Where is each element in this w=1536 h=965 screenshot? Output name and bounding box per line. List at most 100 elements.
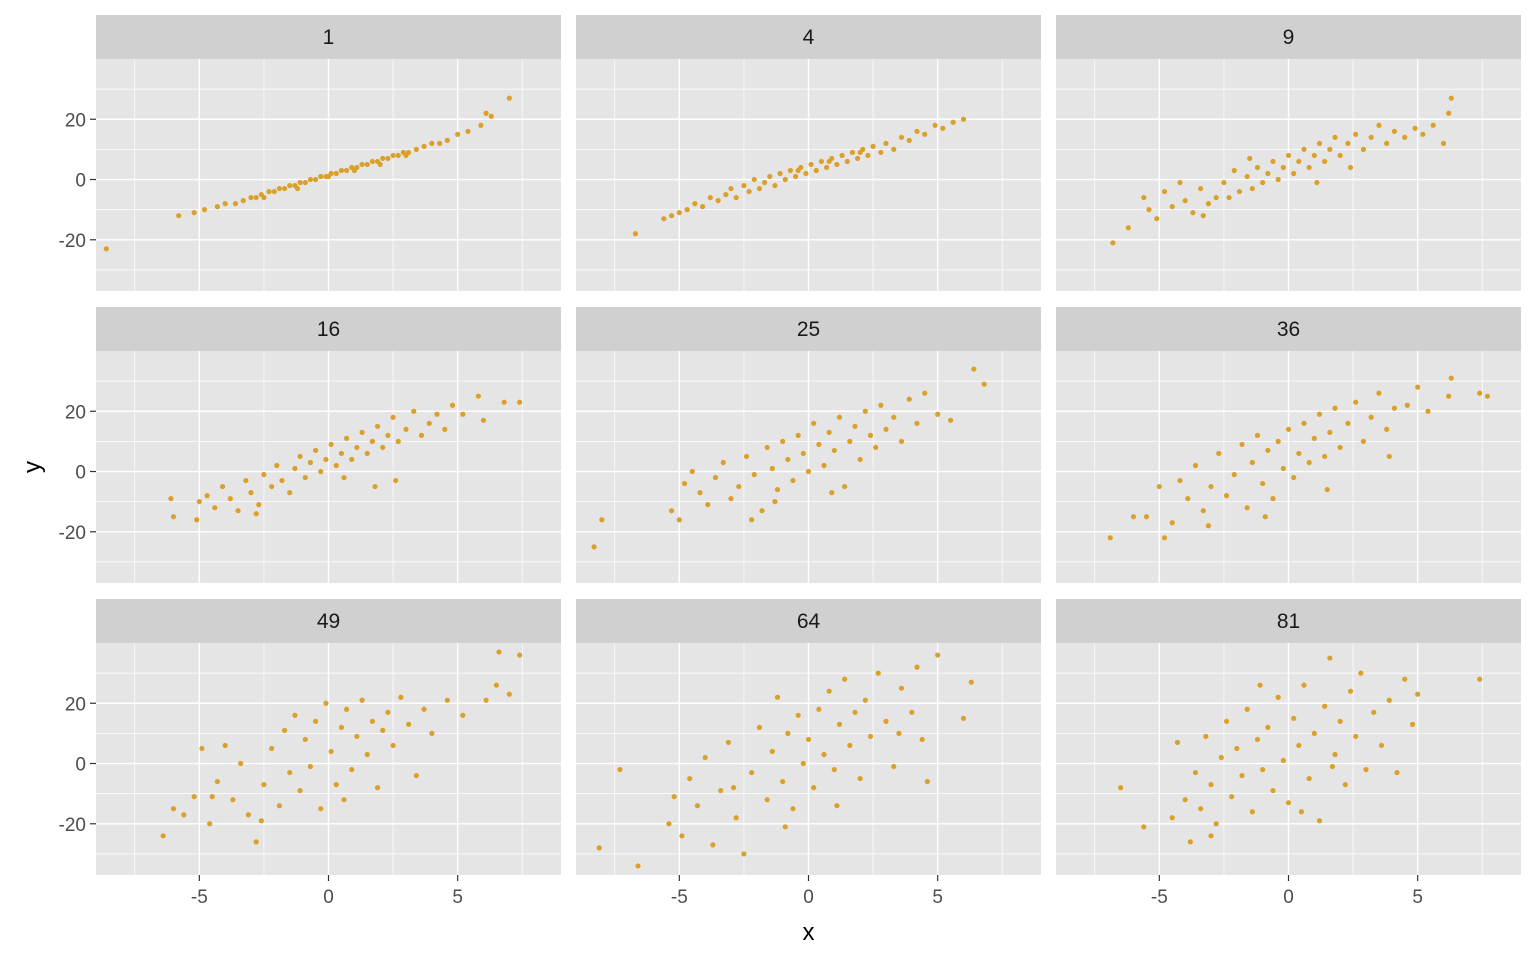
data-point bbox=[1249, 459, 1255, 466]
y-tick-label: 0 bbox=[75, 171, 86, 192]
data-point bbox=[707, 194, 713, 201]
data-point bbox=[1327, 655, 1333, 661]
data-point bbox=[403, 426, 409, 432]
data-point bbox=[1156, 483, 1162, 490]
data-point bbox=[751, 471, 757, 478]
data-point bbox=[741, 182, 747, 189]
data-point bbox=[852, 709, 858, 715]
data-point bbox=[867, 432, 874, 438]
data-point bbox=[212, 505, 218, 511]
data-point bbox=[826, 158, 832, 165]
data-point bbox=[821, 751, 827, 758]
facet-panel: 16 -20 0 20 bbox=[59, 307, 561, 583]
data-point bbox=[1311, 152, 1317, 159]
data-point bbox=[1169, 815, 1175, 821]
data-point bbox=[475, 393, 481, 399]
data-point bbox=[842, 483, 848, 490]
data-point bbox=[1291, 715, 1297, 721]
data-point bbox=[883, 140, 889, 146]
data-point bbox=[1332, 751, 1338, 758]
data-point bbox=[805, 736, 812, 743]
data-point bbox=[455, 131, 461, 137]
data-point bbox=[697, 490, 703, 496]
data-point bbox=[328, 441, 334, 448]
data-point bbox=[898, 438, 905, 444]
data-point bbox=[1415, 691, 1421, 697]
data-point bbox=[1316, 411, 1323, 417]
facet-strip bbox=[576, 599, 1041, 643]
data-point bbox=[302, 474, 308, 481]
data-point bbox=[209, 794, 215, 800]
data-point bbox=[253, 194, 259, 201]
data-point bbox=[323, 700, 329, 706]
data-point bbox=[1285, 426, 1292, 432]
data-point bbox=[449, 402, 456, 408]
data-point bbox=[1254, 736, 1261, 743]
y-tick-label: 0 bbox=[75, 755, 86, 776]
data-point bbox=[702, 754, 708, 761]
y-tick-label: -20 bbox=[59, 231, 86, 252]
data-point bbox=[1306, 459, 1312, 466]
data-point bbox=[831, 447, 837, 454]
facet-strip-label: 36 bbox=[1277, 318, 1300, 341]
data-point bbox=[736, 483, 742, 490]
data-point bbox=[684, 207, 690, 213]
data-point bbox=[878, 402, 884, 408]
data-point bbox=[1324, 486, 1330, 493]
data-point bbox=[1360, 438, 1367, 444]
data-point bbox=[168, 496, 174, 502]
facet-strip bbox=[96, 307, 561, 351]
data-point bbox=[380, 155, 386, 162]
data-point bbox=[1353, 733, 1359, 740]
data-point bbox=[795, 432, 801, 438]
data-point bbox=[1402, 676, 1408, 682]
data-point bbox=[1270, 496, 1276, 502]
facet-panel: 64 -5 0 5 bbox=[576, 599, 1041, 908]
data-point bbox=[328, 748, 334, 755]
data-point bbox=[1192, 462, 1199, 469]
data-point bbox=[821, 462, 827, 469]
data-point bbox=[230, 797, 236, 803]
facet-strip bbox=[576, 307, 1041, 351]
data-point bbox=[591, 544, 597, 550]
data-point bbox=[790, 477, 796, 484]
data-point bbox=[792, 173, 799, 180]
data-point bbox=[343, 706, 350, 712]
data-point bbox=[1262, 514, 1268, 520]
data-point bbox=[374, 423, 381, 429]
data-point bbox=[932, 122, 938, 128]
data-point bbox=[1484, 393, 1491, 399]
data-point bbox=[318, 806, 324, 812]
data-point bbox=[756, 185, 763, 192]
data-point bbox=[883, 718, 889, 724]
data-point bbox=[1130, 514, 1137, 520]
data-point bbox=[1208, 483, 1214, 490]
data-point bbox=[343, 167, 350, 174]
data-point bbox=[960, 116, 967, 122]
data-point bbox=[343, 435, 350, 441]
data-point bbox=[692, 201, 698, 207]
data-point bbox=[1213, 194, 1219, 201]
data-point bbox=[1446, 393, 1452, 399]
data-point bbox=[496, 649, 502, 655]
data-point bbox=[940, 125, 946, 131]
data-point bbox=[235, 508, 241, 514]
data-point bbox=[196, 499, 202, 505]
data-point bbox=[1425, 408, 1431, 414]
data-point bbox=[829, 490, 835, 496]
data-point bbox=[160, 833, 166, 839]
data-point bbox=[728, 496, 734, 502]
data-point bbox=[1291, 170, 1297, 177]
facet-strip-label: 1 bbox=[323, 26, 335, 49]
x-tick-label: 5 bbox=[1412, 887, 1423, 908]
data-point bbox=[914, 128, 920, 134]
data-point bbox=[922, 131, 928, 137]
data-point bbox=[772, 182, 778, 189]
data-point bbox=[730, 785, 737, 791]
data-point bbox=[1213, 821, 1219, 827]
data-point bbox=[764, 797, 770, 803]
data-point bbox=[1141, 824, 1147, 830]
data-point bbox=[276, 185, 283, 192]
facet-panel: 9 bbox=[1056, 15, 1521, 291]
